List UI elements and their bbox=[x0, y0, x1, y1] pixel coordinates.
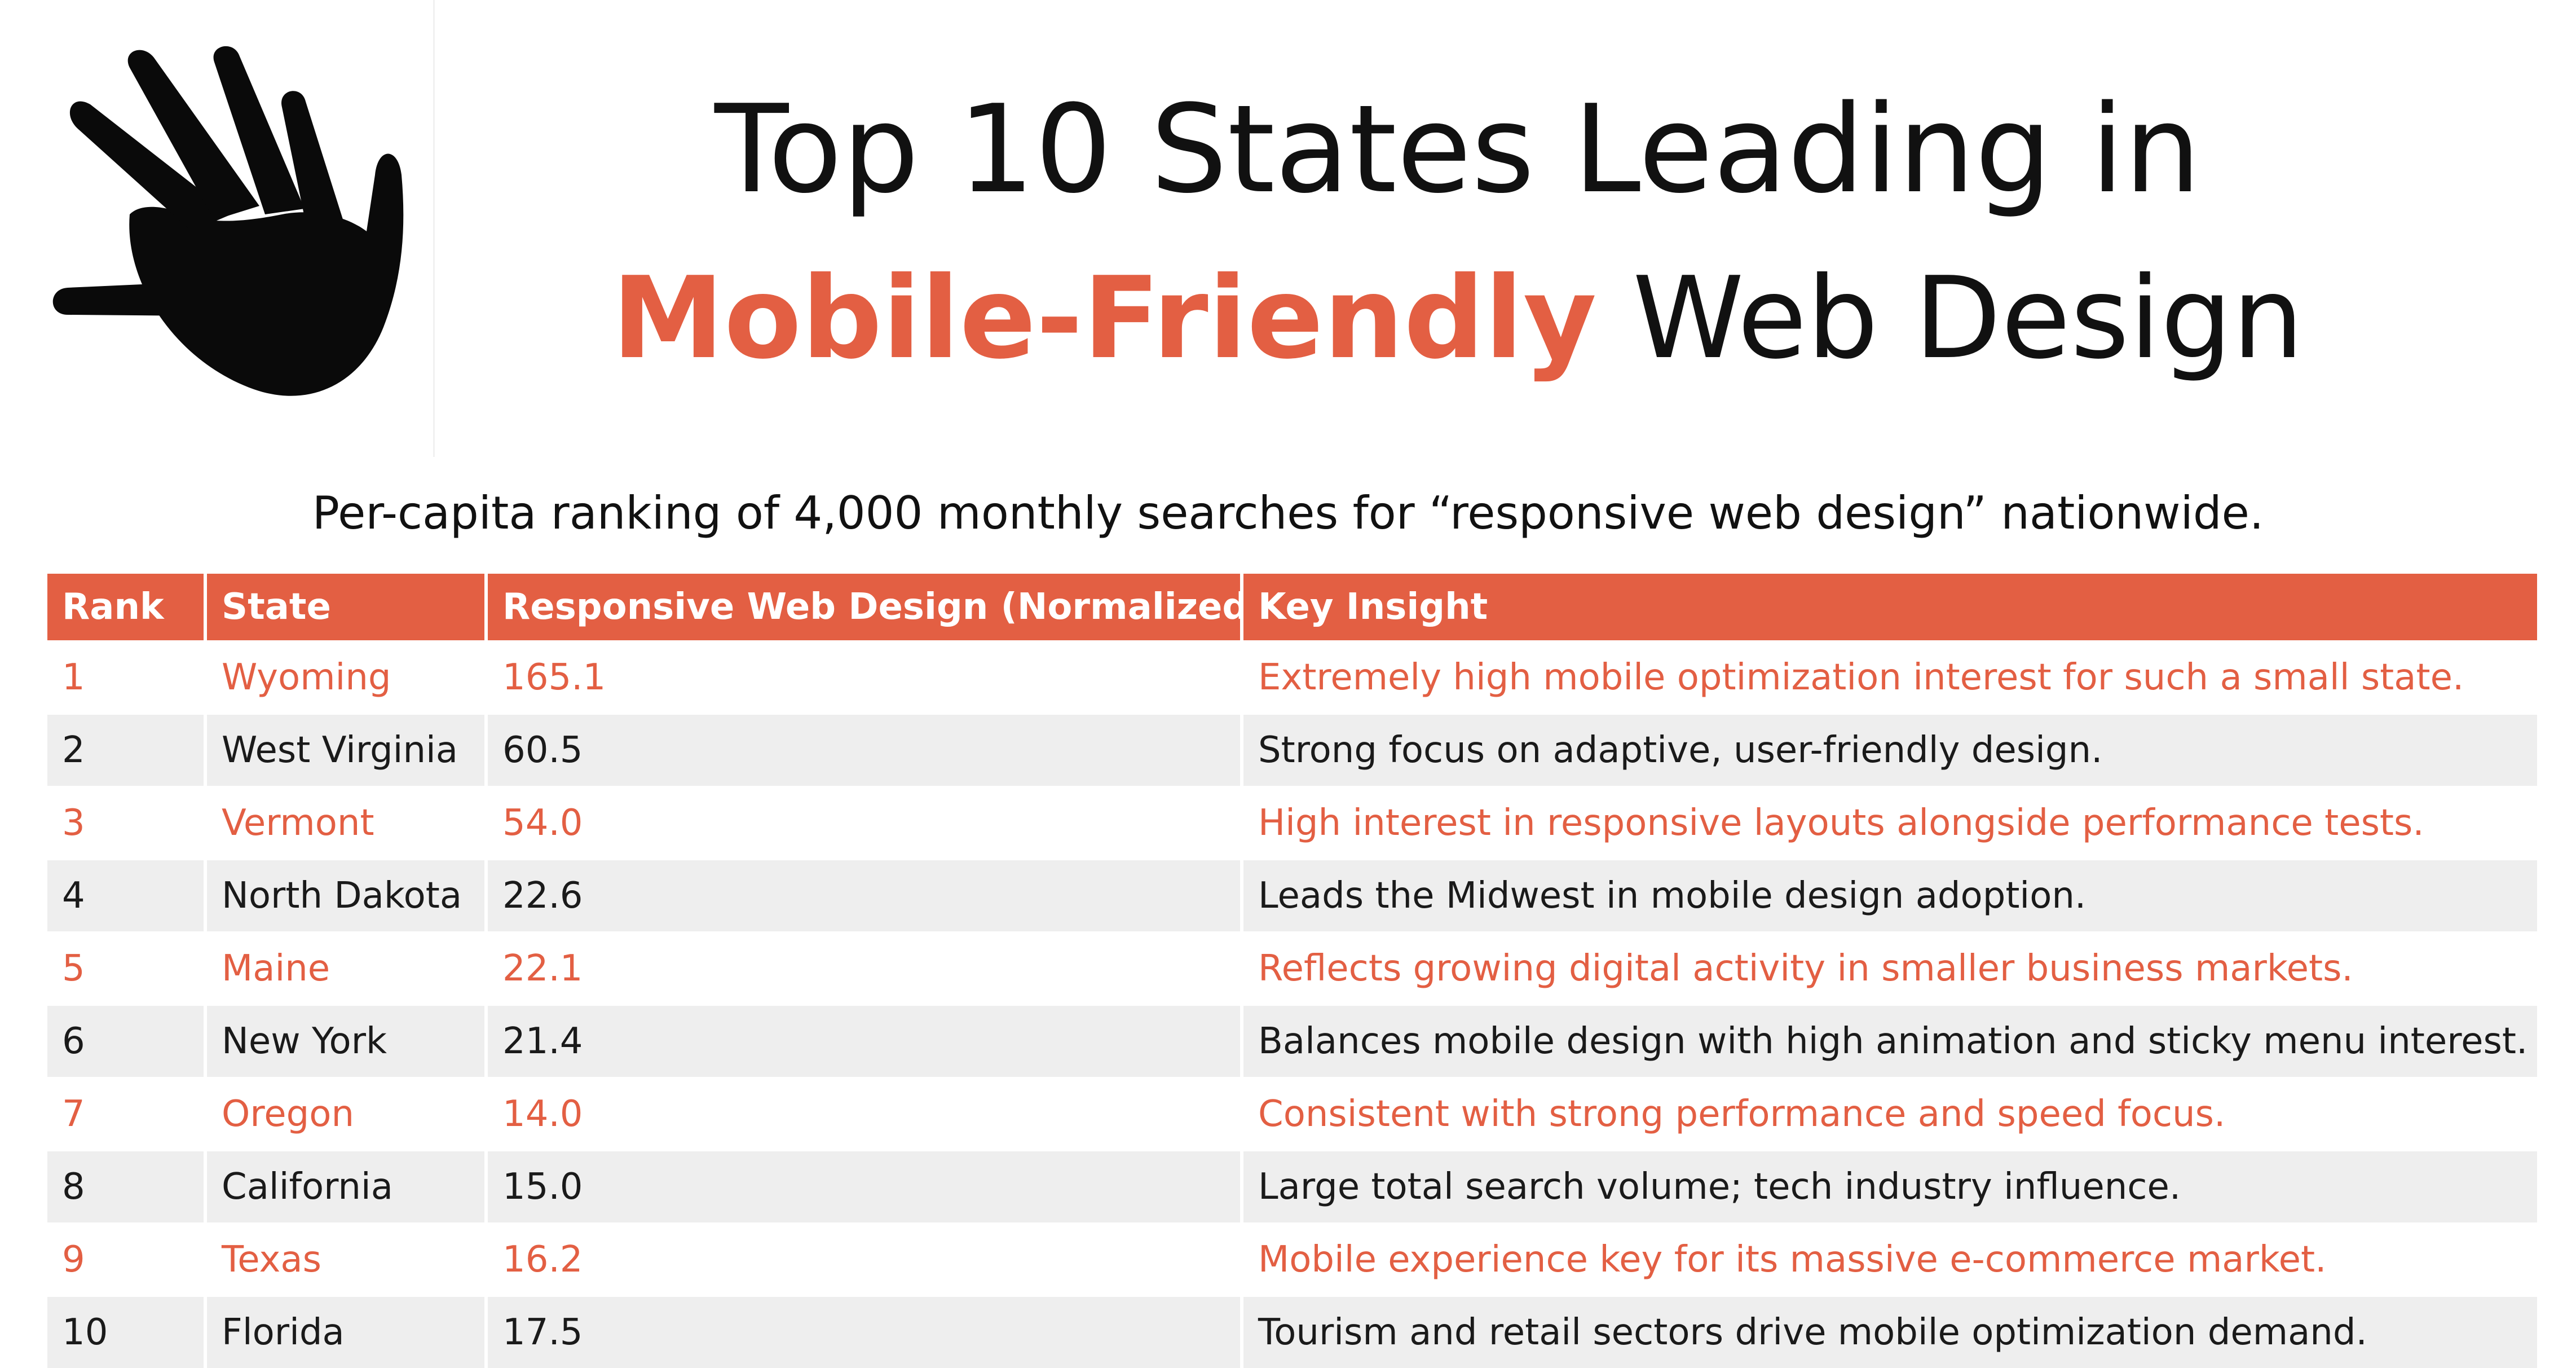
cell-rank: 1 bbox=[47, 641, 205, 714]
cell-state: Texas bbox=[205, 1224, 486, 1296]
header-rank: Rank bbox=[47, 574, 205, 641]
cell-state: Vermont bbox=[205, 787, 486, 860]
table-row: 5 Maine 22.1 Reflects growing digital ac… bbox=[47, 932, 2537, 1005]
ranking-table: Rank State Responsive Web Design (Normal… bbox=[47, 574, 2537, 1368]
title-accent: Mobile-Friendly bbox=[612, 253, 1596, 384]
title-rest: Web Design bbox=[1633, 253, 2304, 384]
subtitle: Per-capita ranking of 4,000 monthly sear… bbox=[0, 482, 2576, 544]
cell-value: 21.4 bbox=[486, 1005, 1242, 1078]
cell-insight: Strong focus on adaptive, user-friendly … bbox=[1242, 714, 2537, 787]
cell-state: Oregon bbox=[205, 1078, 486, 1151]
table-header-row: Rank State Responsive Web Design (Normal… bbox=[47, 574, 2537, 641]
cell-insight: Consistent with strong performance and s… bbox=[1242, 1078, 2537, 1151]
cell-state: California bbox=[205, 1151, 486, 1224]
cell-state: Maine bbox=[205, 932, 486, 1005]
cell-value: 22.1 bbox=[486, 932, 1242, 1005]
cell-state: West Virginia bbox=[205, 714, 486, 787]
cell-rank: 3 bbox=[47, 787, 205, 860]
cell-state: Florida bbox=[205, 1296, 486, 1368]
table-row: 8 California 15.0 Large total search vol… bbox=[47, 1151, 2537, 1224]
title-line-2: Mobile-Friendly Web Design bbox=[451, 248, 2464, 389]
cell-insight: Mobile experience key for its massive e-… bbox=[1242, 1224, 2537, 1296]
table-row: 3 Vermont 54.0 High interest in responsi… bbox=[47, 787, 2537, 860]
header-state: State bbox=[205, 574, 486, 641]
cell-rank: 10 bbox=[47, 1296, 205, 1368]
cell-insight: High interest in responsive layouts alon… bbox=[1242, 787, 2537, 860]
cell-value: 54.0 bbox=[486, 787, 1242, 860]
cell-insight: Tourism and retail sectors drive mobile … bbox=[1242, 1296, 2537, 1368]
table-row: 4 North Dakota 22.6 Leads the Midwest in… bbox=[47, 860, 2537, 932]
cell-rank: 5 bbox=[47, 932, 205, 1005]
cell-value: 165.1 bbox=[486, 641, 1242, 714]
table-row: 7 Oregon 14.0 Consistent with strong per… bbox=[47, 1078, 2537, 1151]
logo-divider bbox=[433, 0, 435, 457]
cell-state: Wyoming bbox=[205, 641, 486, 714]
cell-state: New York bbox=[205, 1005, 486, 1078]
cell-rank: 8 bbox=[47, 1151, 205, 1224]
cell-rank: 2 bbox=[47, 714, 205, 787]
cell-rank: 6 bbox=[47, 1005, 205, 1078]
cell-value: 22.6 bbox=[486, 860, 1242, 932]
cell-value: 17.5 bbox=[486, 1296, 1242, 1368]
table-row: 6 New York 21.4 Balances mobile design w… bbox=[47, 1005, 2537, 1078]
cell-state: North Dakota bbox=[205, 860, 486, 932]
cell-insight: Leads the Midwest in mobile design adopt… bbox=[1242, 860, 2537, 932]
cell-insight: Balances mobile design with high animati… bbox=[1242, 1005, 2537, 1078]
cell-value: 14.0 bbox=[486, 1078, 1242, 1151]
header-value: Responsive Web Design (Normalized) bbox=[486, 574, 1242, 641]
table-row: 1 Wyoming 165.1 Extremely high mobile op… bbox=[47, 641, 2537, 714]
table-row: 10 Florida 17.5 Tourism and retail secto… bbox=[47, 1296, 2537, 1368]
cell-insight: Large total search volume; tech industry… bbox=[1242, 1151, 2537, 1224]
cell-value: 16.2 bbox=[486, 1224, 1242, 1296]
header-insight: Key Insight bbox=[1242, 574, 2537, 641]
table-row: 2 West Virginia 60.5 Strong focus on ada… bbox=[47, 714, 2537, 787]
cell-value: 15.0 bbox=[486, 1151, 1242, 1224]
title-line-1: Top 10 States Leading in bbox=[496, 76, 2419, 223]
cell-rank: 7 bbox=[47, 1078, 205, 1151]
cell-value: 60.5 bbox=[486, 714, 1242, 787]
cell-rank: 4 bbox=[47, 860, 205, 932]
hand-icon bbox=[45, 45, 406, 417]
cell-insight: Extremely high mobile optimization inter… bbox=[1242, 641, 2537, 714]
cell-insight: Reflects growing digital activity in sma… bbox=[1242, 932, 2537, 1005]
cell-rank: 9 bbox=[47, 1224, 205, 1296]
table-row: 9 Texas 16.2 Mobile experience key for i… bbox=[47, 1224, 2537, 1296]
